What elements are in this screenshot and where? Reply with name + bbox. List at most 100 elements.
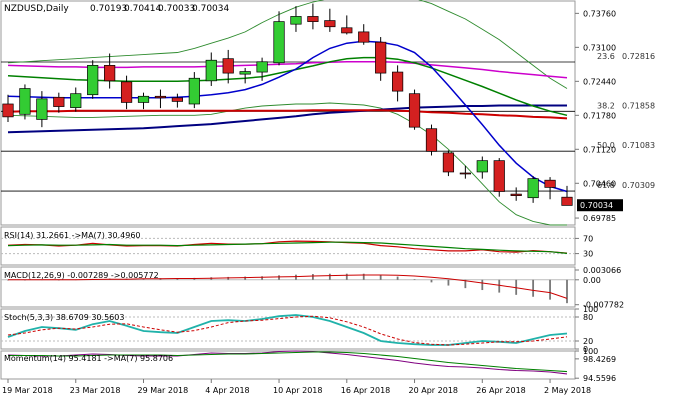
bear-candle xyxy=(493,160,505,192)
rsi-label: RSI(14) 31.2661 ->MA(7) 30.4960 xyxy=(4,231,141,240)
macd-bar xyxy=(244,276,247,280)
macd-bar xyxy=(430,279,433,283)
macd-bar xyxy=(278,275,280,280)
bear-candle xyxy=(408,93,421,128)
stoch-tick-label: 0 xyxy=(583,345,588,354)
moving-average-line xyxy=(7,61,568,79)
macd-bar xyxy=(447,279,450,286)
rsi-tick-label: 70 xyxy=(583,234,593,243)
macd-tick-label: 0.00 xyxy=(583,276,601,285)
bear-candle xyxy=(324,20,336,28)
macd-label: MACD(12,26,9) -0.007289 ->0.005772 xyxy=(4,271,159,280)
chart-header: NZDUSD,Daily 0.70193 0.70414 0.70033 0.7… xyxy=(4,4,229,14)
momentum-tick-label: 100 xyxy=(583,347,598,356)
macd-bar xyxy=(549,279,551,300)
bear-candle xyxy=(341,27,353,34)
x-axis-label: 20 Apr 2018 xyxy=(409,386,458,395)
stoch-tick-label: 100 xyxy=(583,305,598,314)
price-panel-frame xyxy=(0,0,576,226)
fib-price-label: 0.71858 xyxy=(622,101,655,110)
x-axis-label: 16 Apr 2018 xyxy=(341,386,390,395)
momentum-line xyxy=(8,351,568,373)
bear-candle xyxy=(561,196,573,206)
macd-bar xyxy=(261,276,263,280)
price-tick-label: 0.69785 xyxy=(583,214,616,223)
bull-candle xyxy=(70,93,82,108)
price-tick-label: 0.71120 xyxy=(583,145,616,154)
fib-price-label: 0.72816 xyxy=(622,52,655,61)
bull-candle xyxy=(527,178,539,199)
momentum-tick-label: 94.5596 xyxy=(583,374,616,383)
price-tick-label: 0.70460 xyxy=(583,179,616,188)
rsi-panel: 70 30 RSI(14) 31.2661 ->MA(7) 30.4960 xyxy=(0,226,593,266)
bull-candle xyxy=(290,16,302,25)
macd-bar xyxy=(345,273,348,280)
bear-candle xyxy=(307,16,319,22)
open-value: 0.70193 xyxy=(90,4,127,14)
fib-ratio-label: 23.6 xyxy=(597,52,615,61)
bull-candle xyxy=(476,160,488,173)
low-value: 0.70033 xyxy=(158,4,195,14)
bear-candle xyxy=(425,128,438,152)
symbol-label: NZDUSD,Daily xyxy=(4,4,69,14)
fib-price-label: 0.71083 xyxy=(622,141,655,150)
last-price-box xyxy=(577,199,623,212)
price-tick-label: 0.72440 xyxy=(583,77,616,86)
stoch-tick-label: 20 xyxy=(583,337,593,346)
x-axis-label: 29 Mar 2018 xyxy=(138,386,189,395)
macd-bar xyxy=(566,279,568,304)
x-axis-label: 26 Apr 2018 xyxy=(476,386,525,395)
bear-candle xyxy=(53,96,65,107)
stoch-d-line xyxy=(7,315,568,346)
stoch-tick-label: 80 xyxy=(583,313,593,322)
fib-ratio-label: 50.0 xyxy=(597,141,615,150)
momentum-line xyxy=(7,350,568,375)
bollinger-upper-line xyxy=(7,0,568,89)
macd-bar xyxy=(362,273,365,280)
bull-candle xyxy=(36,98,48,120)
bull-candle xyxy=(273,21,285,64)
x-axis-label: 19 Mar 2018 xyxy=(2,386,53,395)
rsi-tick-label: 30 xyxy=(583,250,593,259)
rsi-panel-frame xyxy=(0,226,576,266)
macd-bar xyxy=(312,274,314,280)
bear-candle xyxy=(222,58,234,74)
x-axis-label: 2 May 2018 xyxy=(544,386,591,395)
last-price-label: 0.70034 xyxy=(580,201,613,210)
bear-candle xyxy=(104,65,116,82)
bear-candle xyxy=(510,193,522,196)
bull-candle xyxy=(256,61,268,73)
stoch-k-line xyxy=(7,314,568,346)
macd-bar xyxy=(328,273,331,280)
macd-tick-label: 0.003066 xyxy=(583,266,621,275)
macd-bar xyxy=(464,279,467,289)
bull-candle xyxy=(188,77,200,105)
momentum-tick-label: 98.4269 xyxy=(583,355,616,364)
macd-bar xyxy=(413,279,416,280)
stochastic-panel-frame xyxy=(0,308,576,350)
fib-price-label: 0.70309 xyxy=(622,181,655,190)
price-tick-label: 0.73760 xyxy=(583,9,616,18)
macd-bar xyxy=(295,274,297,280)
bull-candle xyxy=(205,59,217,82)
bear-candle xyxy=(154,95,167,99)
macd-signal-line xyxy=(8,274,568,299)
moving-average-line xyxy=(7,104,567,134)
rsi-line xyxy=(7,241,568,254)
x-axis-label: 4 Apr 2018 xyxy=(205,386,249,395)
macd-tick-label: -0.007782 xyxy=(583,301,624,310)
stoch-label: Stoch(5,3,3) 38.6709 30.5603 xyxy=(4,313,124,322)
macd-bar xyxy=(498,279,501,293)
x-axis-label: 10 Apr 2018 xyxy=(273,386,322,395)
macd-bar xyxy=(396,276,399,280)
bull-candle xyxy=(239,71,251,75)
bear-candle xyxy=(442,152,455,173)
macd-bar xyxy=(481,279,484,291)
x-axis: 19 Mar 2018 23 Mar 2018 29 Mar 2018 4 Apr 2… xyxy=(2,379,591,395)
